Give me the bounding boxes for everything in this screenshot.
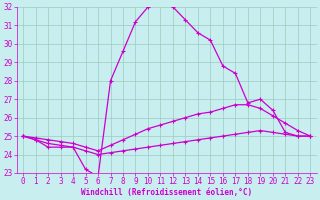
X-axis label: Windchill (Refroidissement éolien,°C): Windchill (Refroidissement éolien,°C)	[81, 188, 252, 197]
